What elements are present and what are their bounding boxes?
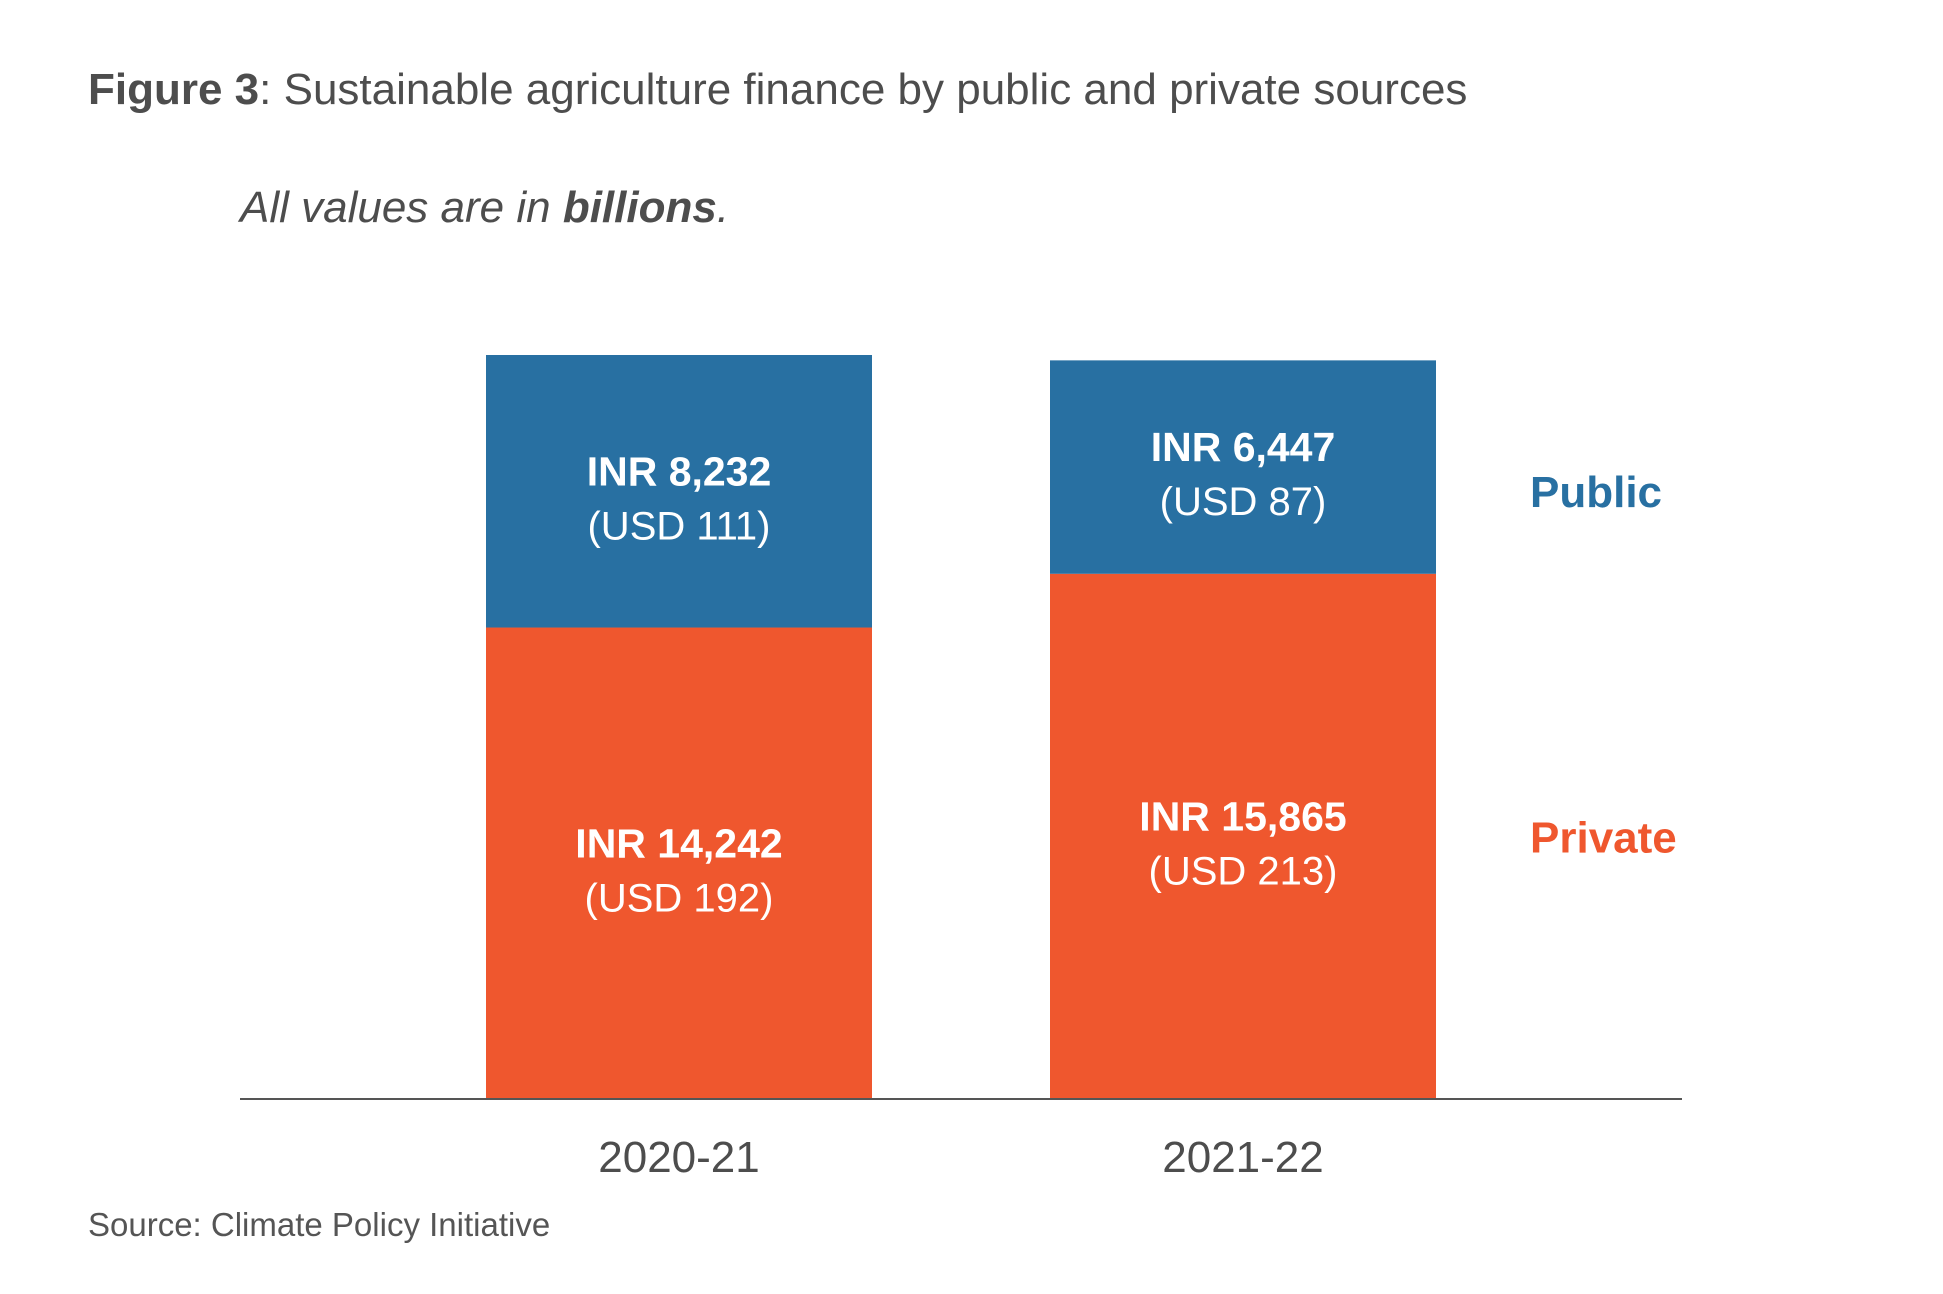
figure-title-text: : Sustainable agriculture finance by pub… (259, 65, 1468, 114)
legend-public: Public (1530, 468, 1662, 517)
source-note: Source: Climate Policy Initiative (88, 1206, 551, 1243)
bar-private-2020-21 (486, 627, 872, 1099)
data-label-private-2021-22: INR 15,865 (1139, 793, 1346, 839)
x-tick-label-2021-22: 2021-22 (1162, 1133, 1323, 1182)
subtitle-unit: billions (562, 183, 717, 232)
legend-private: Private (1530, 813, 1677, 862)
bar-labels-layer: INR 14,242 (USD 192) INR 8,232 (USD 111) INR… (575, 424, 1346, 920)
x-axis-tick-labels: 2020-21 2021-22 (598, 1133, 1323, 1182)
data-label-private-2020-21: INR 14,242 (575, 820, 782, 866)
bar-public-2020-21 (486, 355, 872, 628)
subtitle-prefix: All values are in (240, 183, 563, 232)
data-sublabel-private-2020-21: (USD 192) (585, 876, 774, 920)
x-tick-label-2020-21: 2020-21 (598, 1133, 759, 1182)
legend: Private Public (1530, 468, 1677, 862)
data-label-public-2020-21: INR 8,232 (587, 448, 772, 494)
chart-title: Figure 3: Sustainable agriculture financ… (88, 62, 1467, 118)
chart-subtitle: All values are in billions. (240, 180, 729, 236)
data-sublabel-public-2020-21: (USD 111) (587, 504, 770, 548)
data-sublabel-public-2021-22: (USD 87) (1160, 480, 1327, 524)
subtitle-suffix: . (716, 183, 730, 232)
bar-private-2021-22 (1050, 573, 1436, 1099)
bars-layer (486, 355, 1436, 1099)
bar-public-2021-22 (1050, 360, 1436, 574)
data-sublabel-private-2021-22: (USD 213) (1149, 849, 1338, 893)
data-label-public-2021-22: INR 6,447 (1151, 424, 1336, 470)
figure-label: Figure 3 (88, 65, 260, 114)
